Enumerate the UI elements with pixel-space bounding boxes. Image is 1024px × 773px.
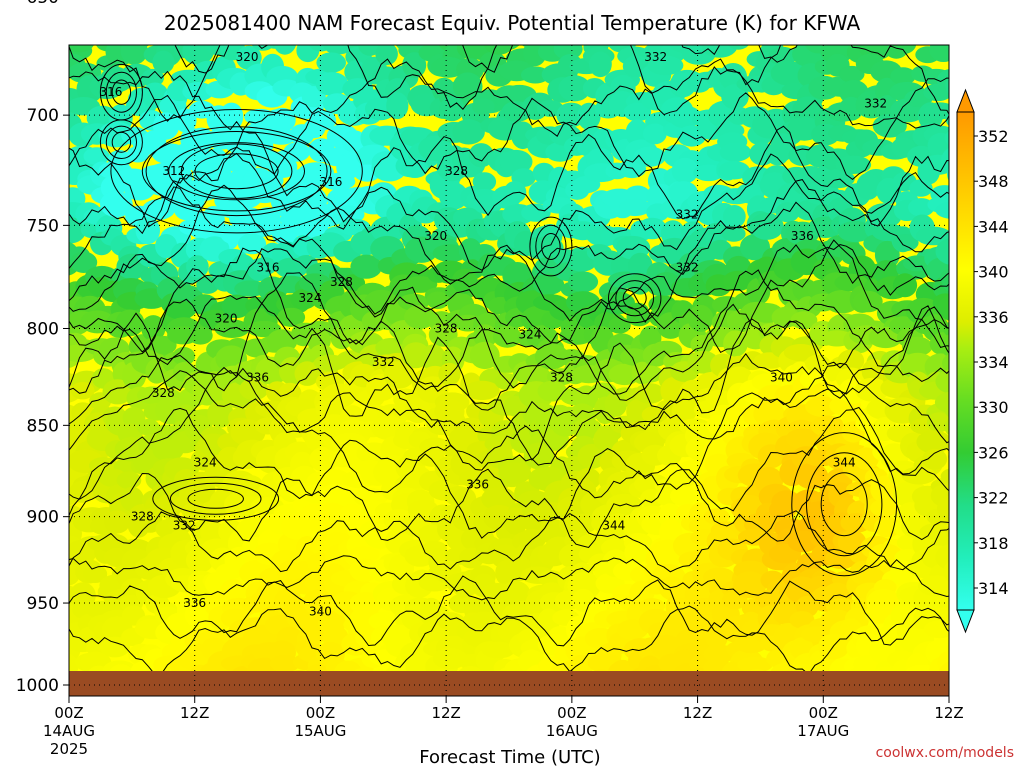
heatmap-patch [597,0,628,11]
heatmap-patch [504,181,527,203]
heatmap-patch [689,0,719,5]
heatmap-patch [452,119,485,144]
heatmap-patch [505,0,538,1]
heatmap-patch [64,31,95,52]
heatmap-patch [325,0,355,11]
heatmap-patch [98,15,128,42]
heatmap-patch [670,486,696,505]
heatmap-patch [62,0,85,15]
heatmap-patch [915,0,947,4]
heatmap-patch [488,0,523,10]
heatmap-patch [877,0,902,16]
heatmap-patch [893,0,917,21]
heatmap-patch [794,0,816,1]
heatmap-patch [924,102,955,119]
heatmap-patch [929,37,957,62]
heatmap-patch [643,123,667,144]
heatmap-patch [945,13,977,34]
heatmap-patch [121,37,148,65]
heatmap-patch [473,172,496,191]
heatmap-patch [143,0,168,11]
heatmap-patch [893,19,924,47]
heatmap-patch [189,327,213,345]
heatmap-patch [91,0,120,12]
heatmap-patch [51,23,84,48]
heatmap-patch [439,0,465,8]
heatmap-patch [948,625,978,651]
heatmap-patch [902,467,936,485]
heatmap-patch [463,0,488,1]
heatmap-patch [945,72,975,99]
heatmap-patch [568,271,598,292]
heatmap-patch [950,28,977,54]
heatmap-patch [426,292,449,310]
heatmap-patch [893,273,917,297]
heatmap-patch [367,0,402,6]
heatmap-patch [647,0,679,2]
heatmap-patch [401,158,428,178]
heatmap-patch [521,0,555,4]
chart-title: 2025081400 NAM Forecast Equiv. Potential… [164,11,861,35]
heatmap-patch [688,305,714,332]
heatmap-patch [82,15,105,37]
heatmap-patch [129,0,164,6]
heatmap-patch [729,0,758,11]
heatmap-patch [617,0,649,6]
heatmap-patch [152,51,174,74]
heatmap-patch [928,133,955,159]
heatmap-patch [472,98,495,115]
heatmap-patch [201,500,227,517]
heatmap-patch [589,52,612,78]
contour-line [48,0,966,5]
heatmap-patch [122,0,154,14]
heatmap-patch [578,0,613,1]
heatmap-patch [104,510,130,533]
heatmap-patch [856,173,880,200]
heatmap-patch [142,26,167,42]
heatmap-patch [103,0,134,12]
heatmap-patch [941,0,967,16]
heatmap-patch [499,0,521,1]
heatmap-patch [890,33,916,54]
heatmap-patch [903,16,931,38]
heatmap-patch [924,620,956,638]
heatmap-patch [723,205,746,228]
heatmap-patch [76,0,104,9]
heatmap-patch [921,25,956,46]
heatmap-patch [624,541,648,563]
heatmap-patch [303,119,325,138]
heatmap-patch [82,14,111,41]
heatmap-patch [59,0,85,3]
heatmap-patch [946,639,972,666]
heatmap-patch [396,0,427,7]
heatmap-patch [327,0,352,2]
heatmap-patch [155,0,180,11]
heatmap-patch [924,0,959,14]
heatmap-patch [439,97,464,122]
heatmap-patch [895,0,924,6]
heatmap-patch [266,0,298,3]
heatmap-patch [735,0,766,3]
heatmap-patch [882,0,911,4]
heatmap-patch [619,199,651,217]
heatmap-patch [720,143,751,162]
heatmap-patch [905,2,937,27]
heatmap-patch [645,0,667,10]
heatmap-patch [412,0,435,8]
ground-layer [69,671,949,696]
heatmap-patch [876,12,900,33]
heatmap-patch [727,33,750,50]
heatmap-patch [375,43,398,65]
heatmap-patch [499,462,532,484]
heatmap-patch [937,69,967,92]
heatmap-patch [835,156,871,174]
